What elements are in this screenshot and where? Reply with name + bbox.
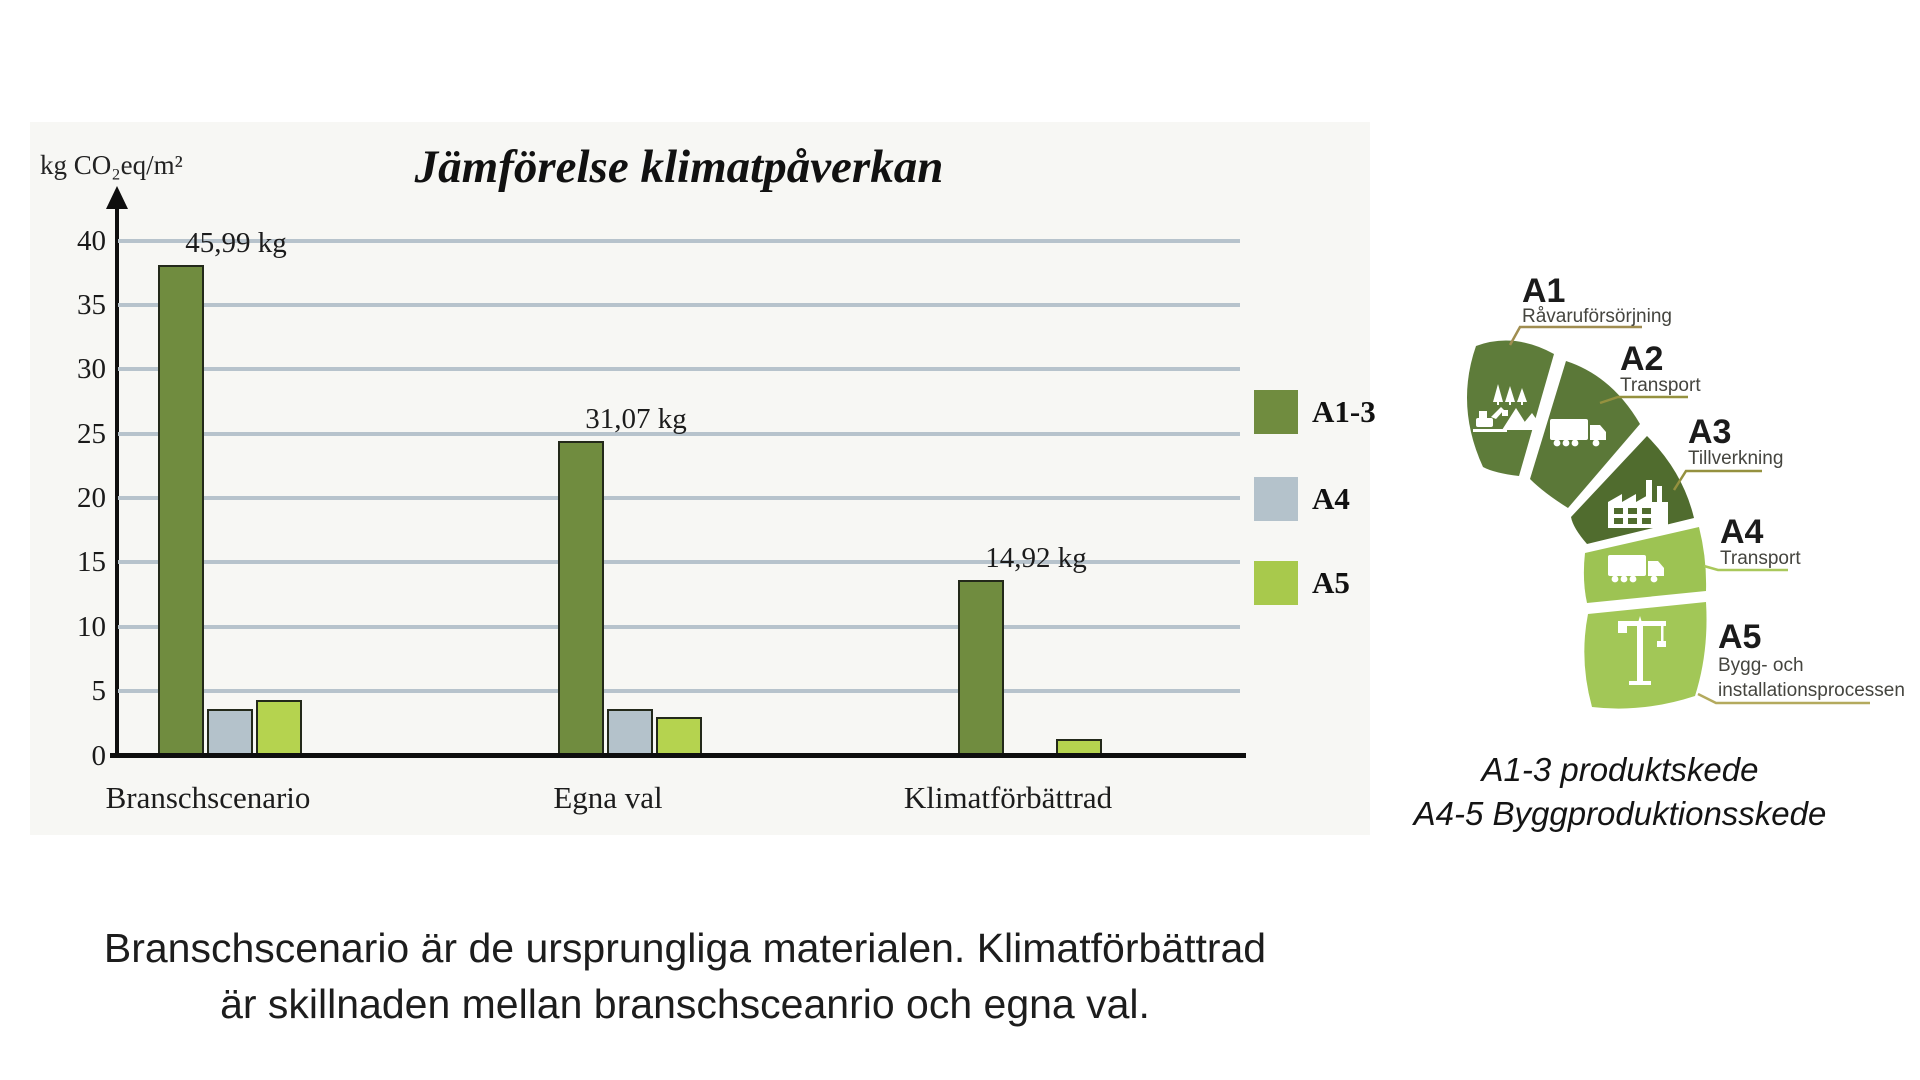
legend-swatch-a5 bbox=[1254, 561, 1298, 605]
legend-label-a1-3: A1-3 bbox=[1312, 394, 1376, 429]
fan-label-a3: A3 bbox=[1688, 413, 1731, 451]
fan-leader-a1 bbox=[1508, 325, 1642, 346]
fan-sublabel-a1: Råvaruförsörjning bbox=[1522, 306, 1672, 327]
y-tick-10: 10 bbox=[77, 611, 106, 643]
lifecycle-fan-diagram: A1 Råvaruförsörjning A2 Transport A3 Til… bbox=[1467, 272, 1905, 709]
category-label-3: Klimatförbättrad bbox=[903, 780, 1113, 815]
gridline-25 bbox=[118, 432, 1240, 436]
bar-a4-1 bbox=[207, 709, 253, 755]
bottom-caption: Branschscenario är de ursprungliga mater… bbox=[55, 920, 1315, 1032]
y-tick-20: 20 bbox=[77, 482, 106, 514]
y-tick-35: 35 bbox=[77, 289, 106, 321]
y-axis-unit-label: kg CO₂eq/m² bbox=[40, 150, 183, 180]
bar-a4-2 bbox=[607, 709, 653, 755]
category-label-2: Egna val bbox=[553, 780, 663, 815]
fan-segment-a5 bbox=[1584, 602, 1707, 709]
fan-leader-a2 bbox=[1599, 395, 1688, 405]
fan-segment-a1 bbox=[1467, 340, 1554, 476]
gridline-35 bbox=[118, 303, 1240, 307]
bar-a1-3-2 bbox=[558, 441, 604, 755]
gridline-5 bbox=[118, 689, 1240, 693]
fan-sublabel-a4: Transport bbox=[1720, 548, 1801, 569]
y-tick-25: 25 bbox=[77, 418, 106, 450]
y-tick-5: 5 bbox=[91, 675, 107, 707]
excavator-icon bbox=[1473, 384, 1544, 432]
y-tick-15: 15 bbox=[77, 546, 106, 578]
legend-label-a4: A4 bbox=[1312, 481, 1350, 516]
fan-leader-a4 bbox=[1703, 564, 1788, 572]
x-axis-line bbox=[110, 753, 1246, 758]
y-tick-40: 40 bbox=[77, 225, 106, 257]
gridline-20 bbox=[118, 496, 1240, 500]
bar-a1-3-3 bbox=[958, 580, 1004, 755]
total-label-2: 31,07 kg bbox=[585, 403, 687, 435]
y-tick-30: 30 bbox=[77, 353, 106, 385]
total-label-3: 14,92 kg bbox=[985, 542, 1087, 574]
bar-a5-1 bbox=[256, 700, 302, 755]
gridline-10 bbox=[118, 625, 1240, 629]
fan-sublabel-a5-line2: installationsprocessen bbox=[1718, 680, 1905, 701]
fan-label-a4: A4 bbox=[1720, 513, 1764, 551]
category-label-1: Branschscenario bbox=[105, 780, 311, 815]
fan-leader-a5 bbox=[1697, 692, 1870, 705]
y-tick-0: 0 bbox=[91, 740, 107, 772]
total-label-1: 45,99 kg bbox=[185, 227, 287, 259]
legend-swatch-a1-3 bbox=[1254, 390, 1298, 434]
bottom-caption-line1: Branschscenario är de ursprungliga mater… bbox=[103, 925, 1267, 971]
fan-leader-a3 bbox=[1672, 469, 1762, 491]
crane-icon bbox=[1618, 616, 1666, 685]
fan-caption-line2: A4-5 Byggproduktionsskede bbox=[1413, 795, 1827, 832]
gridline-30 bbox=[118, 367, 1240, 371]
bottom-caption-line2: är skillnaden mellan branschsceanrio och… bbox=[220, 981, 1150, 1027]
y-axis-line bbox=[115, 207, 119, 758]
gridline-40 bbox=[118, 239, 1240, 243]
fan-label-a2: A2 bbox=[1620, 340, 1663, 378]
fan-label-a1: A1 bbox=[1522, 272, 1565, 310]
fan-sublabel-a5-line1: Bygg- och bbox=[1718, 655, 1804, 676]
legend-label-a5: A5 bbox=[1312, 565, 1350, 600]
fan-sublabel-a2: Transport bbox=[1620, 375, 1701, 396]
fan-sublabel-a3: Tillverkning bbox=[1688, 448, 1783, 469]
gridline-15 bbox=[118, 560, 1240, 564]
fan-caption: A1-3 produktskede A4-5 Byggproduktionssk… bbox=[1390, 748, 1850, 836]
fan-caption-line1: A1-3 produktskede bbox=[1481, 751, 1759, 788]
y-axis-arrow-icon bbox=[106, 186, 128, 209]
bar-a1-3-1 bbox=[158, 265, 204, 756]
legend-swatch-a4 bbox=[1254, 477, 1298, 521]
chart-title: Jämförelse klimatpåverkan bbox=[414, 141, 944, 193]
fan-label-a5: A5 bbox=[1718, 618, 1761, 656]
factory-icon bbox=[1608, 480, 1668, 528]
bar-a5-2 bbox=[656, 717, 702, 756]
